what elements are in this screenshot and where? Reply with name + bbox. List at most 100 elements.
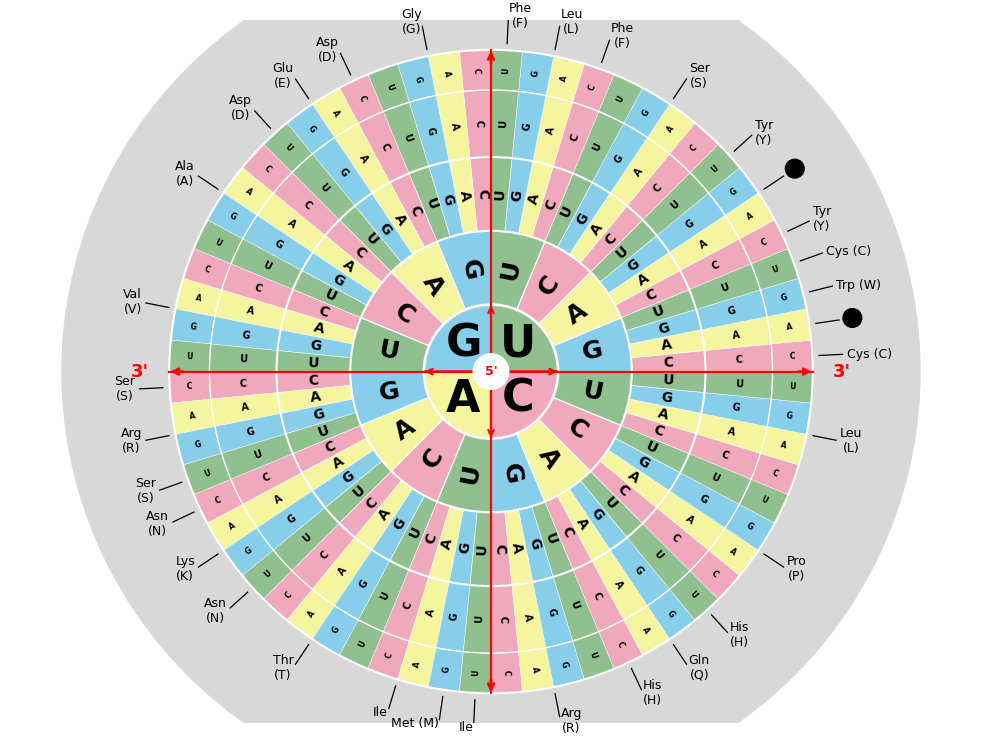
Polygon shape xyxy=(209,344,278,372)
Polygon shape xyxy=(491,90,518,158)
Polygon shape xyxy=(207,193,257,239)
Polygon shape xyxy=(573,561,624,632)
Text: G: G xyxy=(340,469,357,486)
Text: A: A xyxy=(311,320,326,337)
Polygon shape xyxy=(491,231,545,310)
Text: C: C xyxy=(402,600,413,610)
Text: U: U xyxy=(498,258,525,282)
Text: U: U xyxy=(384,83,395,92)
Polygon shape xyxy=(689,264,760,309)
Polygon shape xyxy=(273,508,340,570)
Text: C: C xyxy=(669,532,681,545)
Polygon shape xyxy=(615,425,689,473)
Text: A: A xyxy=(573,516,591,532)
Polygon shape xyxy=(627,154,690,220)
Polygon shape xyxy=(545,496,592,570)
Polygon shape xyxy=(176,427,222,465)
Polygon shape xyxy=(169,340,211,372)
Text: C: C xyxy=(473,120,484,128)
Circle shape xyxy=(473,354,509,389)
Polygon shape xyxy=(533,577,573,648)
Text: A: A xyxy=(340,257,356,275)
Text: U: U xyxy=(318,182,331,194)
Polygon shape xyxy=(592,550,647,620)
Text: C: C xyxy=(615,640,626,649)
Text: C: C xyxy=(384,652,395,660)
Text: A: A xyxy=(510,541,524,554)
Polygon shape xyxy=(281,399,356,434)
Text: G: G xyxy=(498,461,525,486)
Polygon shape xyxy=(518,648,554,692)
Polygon shape xyxy=(358,111,409,182)
Polygon shape xyxy=(532,166,573,241)
Polygon shape xyxy=(642,173,709,235)
Polygon shape xyxy=(398,641,436,687)
Polygon shape xyxy=(222,434,293,479)
Text: C: C xyxy=(240,379,247,389)
Text: G: G xyxy=(445,323,482,365)
Text: Lys
(K): Lys (K) xyxy=(176,555,195,583)
Polygon shape xyxy=(631,351,705,372)
Polygon shape xyxy=(491,305,558,372)
Text: A: A xyxy=(526,193,542,206)
Polygon shape xyxy=(224,528,273,576)
Text: C: C xyxy=(569,133,580,143)
Polygon shape xyxy=(176,278,222,317)
Text: A: A xyxy=(194,293,202,303)
Text: G: G xyxy=(449,613,461,621)
Text: A: A xyxy=(786,323,792,332)
Text: Ser
(S): Ser (S) xyxy=(115,375,136,403)
Circle shape xyxy=(62,0,920,738)
Polygon shape xyxy=(286,413,361,454)
Polygon shape xyxy=(372,489,424,561)
Polygon shape xyxy=(647,104,695,154)
Text: G: G xyxy=(727,306,736,317)
Polygon shape xyxy=(709,528,758,576)
Text: C: C xyxy=(418,444,449,472)
Text: U: U xyxy=(643,439,660,456)
Text: C: C xyxy=(316,303,331,320)
Text: Arg
(R): Arg (R) xyxy=(121,427,142,455)
Polygon shape xyxy=(642,508,709,570)
Text: U: U xyxy=(407,524,424,540)
Text: U: U xyxy=(473,615,484,624)
Text: C: C xyxy=(471,67,481,73)
Text: G: G xyxy=(573,211,591,228)
Text: Cys (C): Cys (C) xyxy=(846,348,892,361)
Text: U: U xyxy=(471,669,481,676)
Polygon shape xyxy=(193,479,243,523)
Text: A: A xyxy=(640,626,651,635)
Polygon shape xyxy=(231,454,301,504)
Polygon shape xyxy=(599,75,642,123)
Text: A: A xyxy=(228,521,237,532)
Text: U: U xyxy=(501,67,511,74)
Polygon shape xyxy=(355,480,412,550)
Text: Asn
(N): Asn (N) xyxy=(204,596,227,624)
Text: C: C xyxy=(710,260,721,272)
Text: Tyr
(Y): Tyr (Y) xyxy=(755,119,773,147)
Text: A: A xyxy=(626,469,642,486)
Text: U: U xyxy=(542,531,560,547)
Text: Gln
(Q): Gln (Q) xyxy=(688,654,710,681)
Polygon shape xyxy=(257,491,325,551)
Polygon shape xyxy=(224,168,273,215)
Text: A: A xyxy=(337,565,350,577)
Text: A: A xyxy=(727,426,736,438)
Polygon shape xyxy=(278,330,353,358)
Text: G: G xyxy=(640,108,651,118)
Polygon shape xyxy=(709,168,758,215)
Polygon shape xyxy=(600,235,670,294)
Polygon shape xyxy=(690,144,739,193)
Text: A: A xyxy=(442,69,452,77)
Text: U: U xyxy=(362,231,381,249)
Polygon shape xyxy=(681,454,751,504)
Text: U: U xyxy=(377,337,402,365)
Text: A: A xyxy=(412,661,423,668)
Text: A: A xyxy=(533,444,564,473)
Polygon shape xyxy=(429,506,464,582)
Text: U: U xyxy=(651,303,666,320)
Polygon shape xyxy=(361,272,444,346)
Polygon shape xyxy=(760,278,806,317)
Text: G: G xyxy=(311,407,326,423)
Text: U: U xyxy=(651,549,664,562)
